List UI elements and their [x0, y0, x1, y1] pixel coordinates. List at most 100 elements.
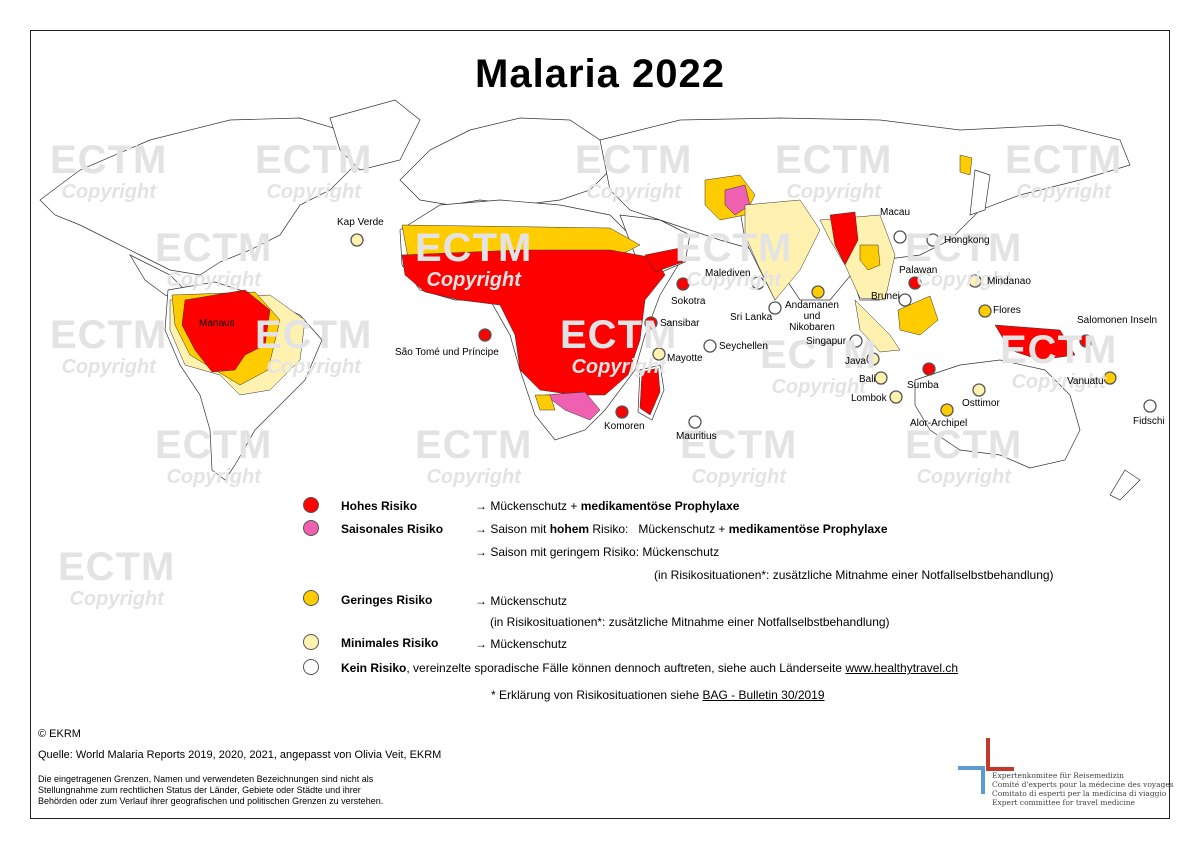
label-mayotte: Mayotte — [667, 353, 703, 364]
circle-java — [866, 352, 880, 366]
circle-palawan — [908, 276, 922, 290]
circle-osttimor — [972, 383, 986, 397]
label-singapur: Singapur — [806, 336, 847, 347]
circle-sumba — [922, 362, 936, 376]
label-sri-lanka: Sri Lanka — [730, 312, 773, 323]
zone-myanmar-high — [829, 211, 859, 266]
legend-text-minimal: → Mückenschutz — [475, 637, 568, 651]
label-vanuatu: Vanuatu — [1067, 376, 1104, 387]
healthytravel-link[interactable]: www.healthytravel.ch — [845, 661, 959, 675]
legend-text-seasonal-note: (in Risikosituationen*: zusätzliche Mitn… — [654, 568, 1054, 582]
label-bali: Bali — [859, 374, 876, 385]
circle-kap-verde — [350, 233, 364, 247]
circle-andamanen — [811, 285, 825, 299]
label-seychellen: Seychellen — [719, 341, 768, 352]
label-brunei: Brunei — [871, 291, 900, 302]
circle-lombok — [889, 390, 903, 404]
label-hongkong: Hongkong — [944, 235, 990, 246]
circle-malediven — [751, 276, 765, 290]
legend-dot-none — [303, 659, 319, 675]
zone-sa-high — [181, 289, 271, 373]
circle-sansibar — [644, 316, 658, 330]
circle-sao-tome — [478, 328, 492, 342]
label-sansibar: Sansibar — [660, 318, 700, 329]
label-andamanen: Andamanen und Nikobaren — [785, 300, 839, 333]
label-osttimor: Osttimor — [962, 398, 1000, 409]
circle-komoren — [615, 405, 629, 419]
circle-brunei — [898, 293, 912, 307]
japan — [969, 169, 991, 216]
circle-mayotte — [652, 347, 666, 361]
label-komoren: Komoren — [604, 421, 645, 432]
legend-name-high: Hohes Risiko — [341, 499, 418, 513]
legend-text-seasonal-low: → Saison mit geringem Risiko: Mückenschu… — [475, 545, 720, 559]
label-alor: Alor-Archipel — [910, 418, 968, 429]
europe — [399, 117, 611, 206]
label-sumba: Sumba — [907, 380, 939, 391]
footer-copyright: © EKRM — [38, 728, 81, 740]
legend-text-none: Kein Risiko, vereinzelte sporadische Fäl… — [341, 661, 959, 675]
legend-name-seasonal: Saisonales Risiko — [341, 522, 444, 536]
zone-india-minimal — [744, 199, 821, 301]
circle-vanuatu — [1103, 371, 1117, 385]
legend-dot-low — [303, 590, 319, 606]
label-mauritius: Mauritius — [676, 431, 717, 442]
zone-af-seasonal — [544, 391, 601, 421]
north-america — [39, 117, 361, 276]
footer-source: Quelle: World Malaria Reports 2019, 2020… — [38, 749, 442, 761]
callout-circles — [350, 230, 1157, 429]
label-macau: Macau — [880, 207, 911, 218]
zone-madagascar — [639, 367, 661, 416]
label-palawan: Palawan — [899, 265, 938, 276]
bag-bulletin-link[interactable]: BAG - Bulletin 30/2019 — [702, 688, 825, 702]
legend-dot-seasonal — [303, 520, 319, 536]
map-frame — [30, 30, 1170, 819]
label-manaus: Manaus — [199, 318, 235, 329]
zone-af-high — [401, 249, 666, 396]
legend-dot-minimal — [303, 634, 319, 650]
legend-text-low-note: (in Risikosituationen*: zusätzliche Mitn… — [490, 615, 890, 629]
legend-footnote: * Erklärung von Risikosituationen siehe … — [491, 688, 825, 702]
legend-text-low: → Mückenschutz — [475, 594, 568, 608]
footer-disclaimer: Die eingetragenen Grenzen, Namen und ver… — [38, 774, 384, 806]
circle-mindanao — [968, 274, 982, 288]
circle-bali — [874, 371, 888, 385]
greenland — [329, 99, 421, 171]
circle-singapur — [849, 334, 863, 348]
label-sao-tome: São Tomé und Príncipe — [395, 347, 499, 358]
circle-fidschi — [1143, 399, 1157, 413]
zone-korea — [959, 154, 973, 176]
zone-af-low-south — [534, 394, 556, 411]
australia — [914, 359, 1081, 469]
label-sokotra: Sokotra — [671, 296, 706, 307]
circle-hongkong — [926, 233, 940, 247]
circle-sri-lanka — [768, 301, 782, 315]
zone-yemen — [644, 247, 684, 273]
ektm-logo-text: Expertenkomitee für Reisemedizin Comité … — [992, 771, 1174, 807]
circle-mauritius — [688, 415, 702, 429]
asia — [599, 117, 1131, 301]
map-title: Malaria 2022 — [475, 52, 725, 96]
zone-afghan-seasonal — [724, 184, 751, 216]
zone-seasia-low — [859, 244, 881, 271]
legend-text-seasonal-high: → Saison mit hohem Risiko: Mückenschutz … — [475, 522, 888, 536]
legend-text-high: → Mückenschutz + medikamentöse Prophylax… — [475, 499, 740, 513]
legend-dot-high — [303, 497, 319, 513]
legend-name-minimal: Minimales Risiko — [341, 636, 439, 650]
zone-indonesia-minimal — [854, 299, 901, 353]
circle-alor — [940, 403, 954, 417]
zone-png-high — [994, 324, 1076, 361]
label-lombok: Lombok — [851, 393, 887, 404]
circle-sokotra — [676, 277, 690, 291]
circle-seychellen — [703, 339, 717, 353]
label-mindanao: Mindanao — [987, 276, 1031, 287]
label-flores: Flores — [993, 305, 1021, 316]
ektm-logo-mark — [958, 738, 1014, 794]
legend-name-low: Geringes Risiko — [341, 593, 433, 607]
label-malediven: Malediven — [705, 268, 751, 279]
label-fidschi: Fidschi — [1133, 416, 1165, 427]
label-java: Java — [845, 356, 867, 367]
circle-salomonen — [1079, 334, 1093, 348]
label-salomonen: Salomonen Inseln — [1077, 315, 1158, 326]
